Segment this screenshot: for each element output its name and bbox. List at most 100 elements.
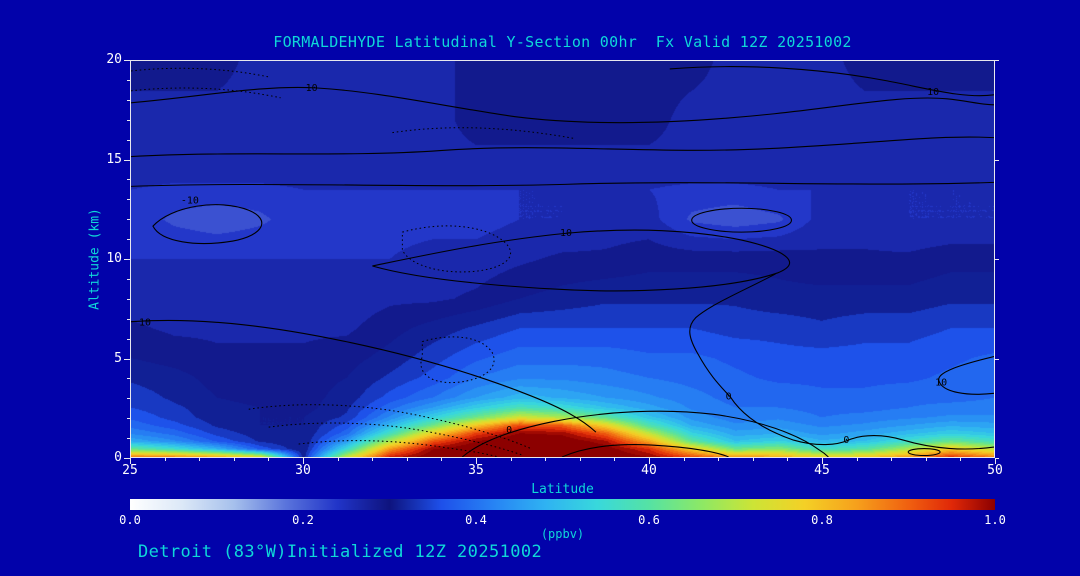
contour-line (131, 319, 597, 433)
y-tick-mark-right (995, 358, 999, 360)
contour-line-dotted (131, 87, 281, 99)
contour-label: 10 (935, 377, 947, 388)
y-tick-label: 10 (106, 251, 122, 266)
contour-line (669, 66, 994, 97)
x-minor-tick (579, 458, 581, 461)
contour-line (689, 273, 994, 450)
contour-label: -10 (181, 195, 199, 206)
y-tick-mark-right (995, 60, 999, 61)
x-tick-label: 40 (641, 463, 657, 478)
colorbar-tick-label: 0.8 (811, 513, 833, 527)
y-tick-label: 20 (106, 52, 122, 67)
x-tick-label: 50 (987, 463, 1003, 478)
y-minor-tick (127, 199, 130, 201)
x-tick-mark (130, 458, 131, 464)
y-tick-mark (124, 60, 130, 61)
contour-line-dotted (420, 336, 495, 383)
colorbar-tick-label: 1.0 (984, 513, 1006, 527)
y-minor-tick (127, 338, 130, 340)
y-minor-tick (127, 438, 130, 440)
y-tick-mark-right (995, 458, 999, 459)
y-minor-tick (127, 278, 130, 280)
colorbar-units: (ppbv) (540, 527, 585, 541)
contour-line (131, 86, 994, 124)
y-minor-tick (127, 119, 130, 121)
contour-line (907, 447, 941, 457)
x-minor-tick (752, 458, 754, 461)
contour-label: 10 (560, 228, 572, 239)
x-minor-tick (683, 458, 685, 461)
contour-label: 0 (506, 425, 512, 436)
contour-line-dotted (131, 67, 269, 78)
x-minor-tick (510, 458, 512, 461)
contour-line-dotted (392, 127, 576, 140)
y-tick-mark (124, 458, 130, 459)
x-minor-tick (891, 458, 893, 461)
plot-area: 10 10 -10 10 10 0 10 0 0 (130, 60, 995, 458)
y-minor-tick (127, 418, 130, 420)
contour-label: 10 (306, 83, 318, 94)
x-tick-mark (649, 458, 650, 464)
y-minor-tick (127, 79, 130, 81)
colorbar-tick-label: 0.0 (119, 513, 141, 527)
x-minor-tick (441, 458, 443, 461)
x-tick-mark (476, 458, 477, 464)
contour-label: 0 (726, 391, 732, 402)
x-minor-tick (406, 458, 408, 461)
x-minor-tick (268, 458, 270, 461)
y-tick-mark (124, 358, 130, 360)
y-minor-tick (127, 398, 130, 400)
contour-label: 10 (927, 87, 939, 98)
colorbar-tick-label: 0.4 (465, 513, 487, 527)
y-minor-tick (127, 179, 130, 181)
x-tick-label: 25 (122, 463, 138, 478)
x-tick-mark (822, 458, 823, 464)
x-minor-tick (925, 458, 927, 461)
contour-line (152, 204, 263, 245)
footer-text: Detroit (83°W)Initialized 12Z 20251002 (138, 542, 543, 562)
x-tick-mark (995, 458, 996, 464)
field-canvas (131, 61, 994, 457)
y-tick-label: 0 (114, 450, 122, 465)
colorbar-tick-label: 0.6 (638, 513, 660, 527)
y-tick-label: 15 (106, 151, 122, 167)
contour-line-dotted (268, 422, 523, 456)
contour-line (691, 207, 793, 233)
x-minor-tick (372, 458, 374, 461)
y-tick-mark (124, 159, 130, 161)
y-minor-tick (127, 239, 130, 241)
x-minor-tick (199, 458, 201, 461)
y-tick-mark (124, 259, 130, 260)
x-axis-title: Latitude (531, 482, 594, 497)
x-tick-label: 45 (814, 463, 830, 478)
x-tick-label: 30 (295, 463, 311, 478)
colorbar-tick-label: 0.2 (292, 513, 314, 527)
x-minor-tick (960, 458, 962, 461)
x-minor-tick (337, 458, 339, 461)
contour-line (372, 229, 791, 292)
contour-line (131, 136, 994, 158)
y-minor-tick (127, 298, 130, 300)
x-minor-tick (545, 458, 547, 461)
contour-line (938, 355, 994, 395)
contour-label: 0 (843, 435, 849, 446)
x-minor-tick (614, 458, 616, 461)
contour-line (461, 410, 829, 457)
y-minor-tick (127, 139, 130, 141)
y-minor-tick (127, 378, 130, 380)
y-tick-mark-right (995, 159, 999, 161)
y-minor-tick (127, 318, 130, 320)
contour-line-dotted (298, 440, 499, 457)
y-minor-tick (127, 219, 130, 221)
chart-title: FORMALDEHYDE Latitudinal Y-Section 00hr … (273, 33, 852, 51)
contour-line-dotted (248, 404, 533, 450)
contour-line (561, 444, 729, 457)
x-minor-tick (164, 458, 166, 461)
x-minor-tick (233, 458, 235, 461)
x-minor-tick (856, 458, 858, 461)
x-minor-tick (718, 458, 720, 461)
colorbar (130, 499, 995, 510)
y-minor-tick (127, 99, 130, 101)
contour-line (131, 181, 994, 187)
